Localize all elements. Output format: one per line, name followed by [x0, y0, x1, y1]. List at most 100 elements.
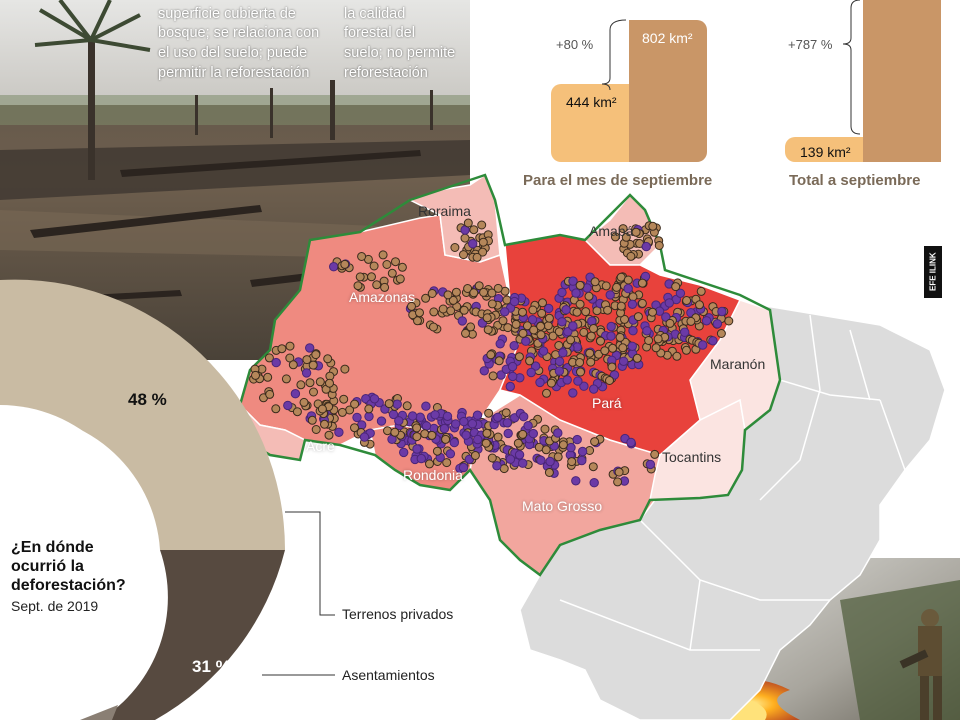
marker-brown — [544, 313, 554, 323]
marker-brown — [621, 232, 631, 242]
marker-brown — [716, 329, 726, 338]
marker-brown — [325, 378, 334, 388]
marker-brown — [588, 462, 598, 472]
marker-brown — [540, 424, 550, 434]
marker-brown — [681, 345, 691, 355]
state-label-rondonia: Rondonia — [403, 467, 463, 483]
marker-brown — [474, 281, 484, 291]
marker-brown — [308, 360, 318, 370]
donut-question-line: ¿En dónde — [11, 539, 94, 556]
marker-brown — [613, 477, 623, 487]
marker-brown — [292, 407, 302, 417]
marker-brown — [432, 446, 442, 456]
marker-brown — [586, 331, 596, 341]
privados-note-line: superficie cubierta de — [158, 6, 296, 22]
marker-brown — [544, 468, 554, 477]
marker-brown — [546, 378, 556, 388]
marker-brown — [390, 427, 400, 437]
marker-purple — [445, 449, 456, 459]
state-label-amapa: Amapá — [589, 223, 634, 239]
marker-brown — [536, 321, 546, 331]
marker-brown — [501, 408, 511, 418]
marker-brown — [478, 247, 488, 257]
marker-brown — [412, 423, 422, 433]
marker-purple — [430, 410, 440, 420]
marker-brown — [277, 344, 287, 354]
marker-purple — [553, 428, 563, 438]
legend-label-settlements: Asentamientos — [342, 667, 435, 683]
marker-brown — [682, 296, 692, 305]
marker-purple — [283, 400, 293, 411]
marker-brown — [320, 419, 329, 429]
marker-purple — [449, 437, 459, 448]
marker-purple — [557, 317, 567, 327]
marker-brown — [618, 343, 628, 353]
marker-brown — [263, 372, 273, 382]
marker-purple — [399, 447, 409, 458]
marker-purple — [519, 412, 529, 422]
marker-brown — [369, 261, 379, 271]
marker-brown — [628, 292, 638, 302]
marker-purple — [457, 316, 467, 326]
marker-brown — [616, 301, 626, 311]
marker-brown — [488, 371, 498, 381]
marker-brown — [596, 336, 605, 346]
marker-brown — [518, 307, 527, 317]
privados-note-line: el uso del suelo; puede — [158, 45, 308, 61]
marker-brown — [525, 356, 535, 366]
marker-brown — [425, 459, 434, 469]
total-change-bracket — [842, 0, 861, 135]
marker-purple — [606, 331, 616, 341]
marker-purple — [502, 418, 512, 428]
marker-purple — [717, 306, 727, 317]
marker-brown — [493, 432, 503, 442]
marker-purple — [568, 276, 578, 286]
marker-brown — [296, 380, 306, 390]
marker-brown — [603, 305, 613, 315]
marker-brown — [429, 307, 439, 317]
marker-brown — [644, 336, 654, 345]
marker-brown — [415, 308, 424, 318]
month-change-label: +80 % — [556, 37, 594, 52]
marker-brown — [337, 407, 347, 417]
marker-brown — [648, 307, 657, 317]
privados-note-line: permitir la reforestación — [158, 65, 310, 81]
marker-brown — [460, 233, 470, 243]
marker-purple — [557, 287, 567, 298]
marker-brown — [264, 353, 274, 363]
marker-purple — [514, 450, 525, 460]
donut-value-private: 48 % — [128, 390, 167, 409]
marker-brown — [305, 378, 315, 388]
marker-brown — [391, 257, 400, 267]
marker-purple — [505, 454, 516, 464]
marker-purple — [571, 476, 581, 486]
total-change-label: +787 % — [788, 37, 833, 52]
marker-brown — [484, 408, 494, 418]
marker-purple — [415, 412, 425, 422]
marker-brown — [637, 298, 647, 308]
marker-brown — [378, 250, 388, 260]
state-label-roraima: Roraima — [418, 203, 471, 219]
marker-brown — [323, 354, 333, 364]
marker-brown — [367, 272, 376, 282]
marker-brown — [671, 282, 681, 292]
marker-purple — [509, 341, 519, 351]
marker-brown — [395, 274, 405, 284]
marker-brown — [446, 306, 456, 316]
marker-purple — [530, 361, 541, 371]
agency-credit: EFE ILINK — [924, 246, 942, 298]
marker-purple — [290, 389, 301, 399]
marker-purple — [508, 371, 518, 382]
marker-purple — [680, 327, 690, 337]
marker-brown — [529, 325, 539, 335]
marker-purple — [521, 336, 531, 346]
state-label-tocantins: Tocantins — [662, 449, 722, 465]
marker-brown — [448, 295, 458, 305]
marker-brown — [543, 321, 553, 331]
marker-brown — [487, 453, 497, 463]
donut-question-line: deforestación? — [11, 577, 126, 594]
marker-brown — [586, 357, 596, 367]
marker-brown — [459, 305, 469, 315]
marker-purple — [708, 336, 718, 346]
